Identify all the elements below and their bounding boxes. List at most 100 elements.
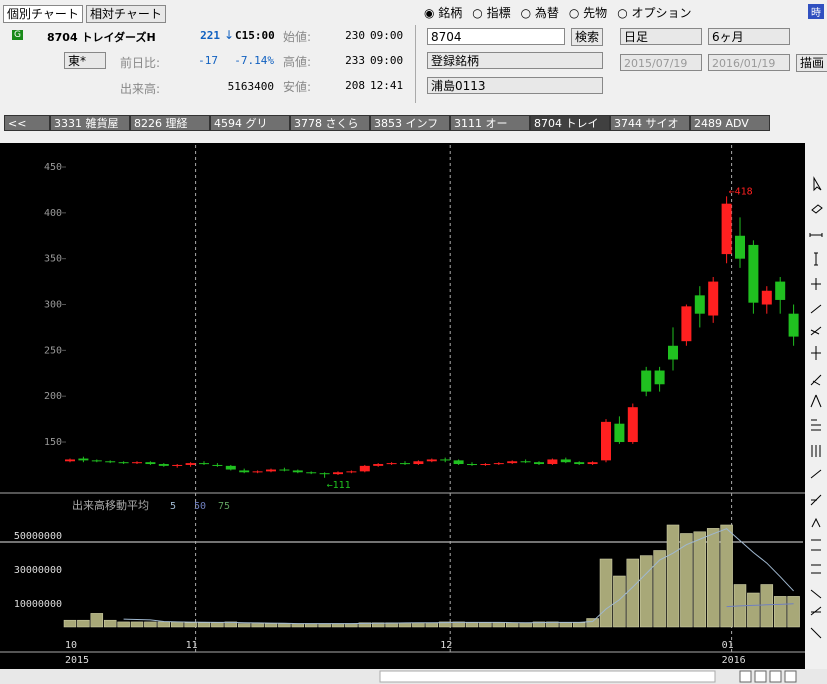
- volume-bar: [680, 533, 693, 628]
- candle-body: [359, 465, 370, 472]
- candle-body: [520, 461, 531, 463]
- open-time: 09:00: [370, 29, 404, 42]
- volume-bar: [773, 596, 787, 628]
- volume-bar: [237, 623, 251, 628]
- tab[interactable]: 3778 さくらイ…: [290, 115, 370, 131]
- volume-bar: [264, 623, 278, 628]
- volume-bar: [532, 621, 546, 628]
- radio-group: ◉ 銘柄 ○ 指標 ○ 為替 ○ 先物 ○ オプション: [424, 4, 691, 21]
- ma-title: 出来高移動平均: [72, 498, 149, 512]
- volume-bar: [345, 623, 358, 628]
- search-button[interactable]: 検索: [571, 28, 604, 46]
- y-tick-label: 400: [44, 208, 62, 219]
- volume-bar: [586, 618, 599, 628]
- candle-body: [118, 462, 129, 464]
- volume-bar: [505, 622, 519, 628]
- volume-bar: [787, 596, 800, 628]
- candle-body: [721, 203, 732, 255]
- candle-body: [574, 462, 585, 465]
- volume-bar: [760, 584, 774, 628]
- change-pct: -7.14%: [234, 54, 274, 67]
- low: 208: [345, 79, 365, 92]
- candle-body: [748, 244, 759, 303]
- from-date[interactable]: 2015/07/19: [620, 54, 702, 71]
- chart-tab[interactable]: 相対チャート: [86, 5, 166, 23]
- volume-bar: [639, 555, 653, 628]
- list-select[interactable]: 浦島0113: [427, 77, 603, 94]
- volume-bar: [706, 528, 720, 628]
- y-tick-label: 300: [44, 300, 62, 311]
- radio[interactable]: ○ 為替: [520, 6, 559, 20]
- corner-button[interactable]: 時: [808, 4, 824, 19]
- candle-body: [547, 459, 558, 465]
- candle-body: [199, 463, 209, 465]
- annotation: ←111: [327, 480, 351, 491]
- candle-body: [373, 464, 384, 466]
- y-tick-label: 350: [44, 254, 62, 265]
- tab[interactable]: 3331 雑貨屋BL: [50, 115, 130, 131]
- volume-bar: [371, 622, 385, 628]
- high: 233: [345, 54, 365, 67]
- volume-bar: [291, 623, 305, 628]
- chart-tab[interactable]: 個別チャート: [3, 5, 83, 23]
- candle-body: [132, 462, 142, 464]
- tab[interactable]: 3853 インフォテリ: [370, 115, 450, 131]
- candle-body: [480, 464, 491, 466]
- volume-bar: [465, 622, 479, 628]
- code-input[interactable]: 8704: [427, 28, 565, 45]
- candle-body: [440, 459, 451, 461]
- tab[interactable]: 2489 ADV: [690, 115, 770, 131]
- volume-bar: [170, 621, 184, 628]
- volume-bar: [90, 613, 104, 628]
- radio[interactable]: ◉ 銘柄: [424, 6, 463, 20]
- candle-body: [413, 461, 424, 465]
- time: C15:00: [235, 29, 275, 42]
- price: 221: [200, 29, 220, 42]
- radio[interactable]: ○ オプション: [617, 6, 692, 20]
- tab[interactable]: 3111 オーミ…: [450, 115, 530, 131]
- annotation: ←418: [729, 186, 753, 197]
- candle-body: [775, 281, 786, 300]
- draw-button[interactable]: 描画: [796, 54, 827, 72]
- radio[interactable]: ○ 指標: [472, 6, 511, 20]
- tab[interactable]: 3744 サイオス: [610, 115, 690, 131]
- x-tick-label: 11: [186, 640, 198, 651]
- tab[interactable]: 4594 グリー…: [210, 115, 290, 131]
- y2-tick-label: 10000000: [14, 599, 62, 610]
- volume-bar: [304, 623, 318, 628]
- candle-body: [788, 313, 799, 337]
- tool-icons: [809, 176, 823, 639]
- volume-bar: [599, 558, 613, 628]
- year-label: 2016: [722, 655, 746, 666]
- scroll-thumb[interactable]: [379, 670, 716, 683]
- list-select[interactable]: 登録銘柄: [427, 52, 603, 69]
- arrow: ↓: [224, 28, 235, 42]
- volume: 5163400: [227, 80, 274, 93]
- candle-body: [239, 470, 250, 473]
- period-select[interactable]: 日足: [620, 28, 702, 45]
- range-select[interactable]: 6ヶ月: [708, 28, 790, 45]
- ma-legend: 50: [194, 501, 206, 512]
- volume-bar: [720, 524, 733, 628]
- x-tick-label: 10: [65, 640, 77, 651]
- tab[interactable]: 8226 理経: [130, 115, 210, 131]
- radio[interactable]: ○ 先物: [568, 6, 608, 20]
- label: 前日比:: [120, 56, 161, 70]
- candle-body: [761, 290, 772, 305]
- ma-legend: 5: [170, 501, 176, 512]
- zoom-buttons[interactable]: [739, 670, 797, 683]
- ma-legend: 75: [218, 501, 230, 512]
- volume-bar: [492, 622, 506, 628]
- tab[interactable]: 8704 トレイダ…: [530, 115, 610, 131]
- exchange-select[interactable]: 東*: [64, 52, 106, 69]
- high-time: 09:00: [370, 54, 404, 67]
- to-date[interactable]: 2016/01/19: [708, 54, 790, 71]
- y-tick-label: 250: [44, 345, 62, 356]
- volume-bar: [559, 622, 573, 628]
- tab[interactable]: <<: [4, 115, 50, 131]
- volume-bar: [626, 558, 640, 628]
- volume-bar: [653, 550, 666, 628]
- candle-body: [560, 459, 571, 463]
